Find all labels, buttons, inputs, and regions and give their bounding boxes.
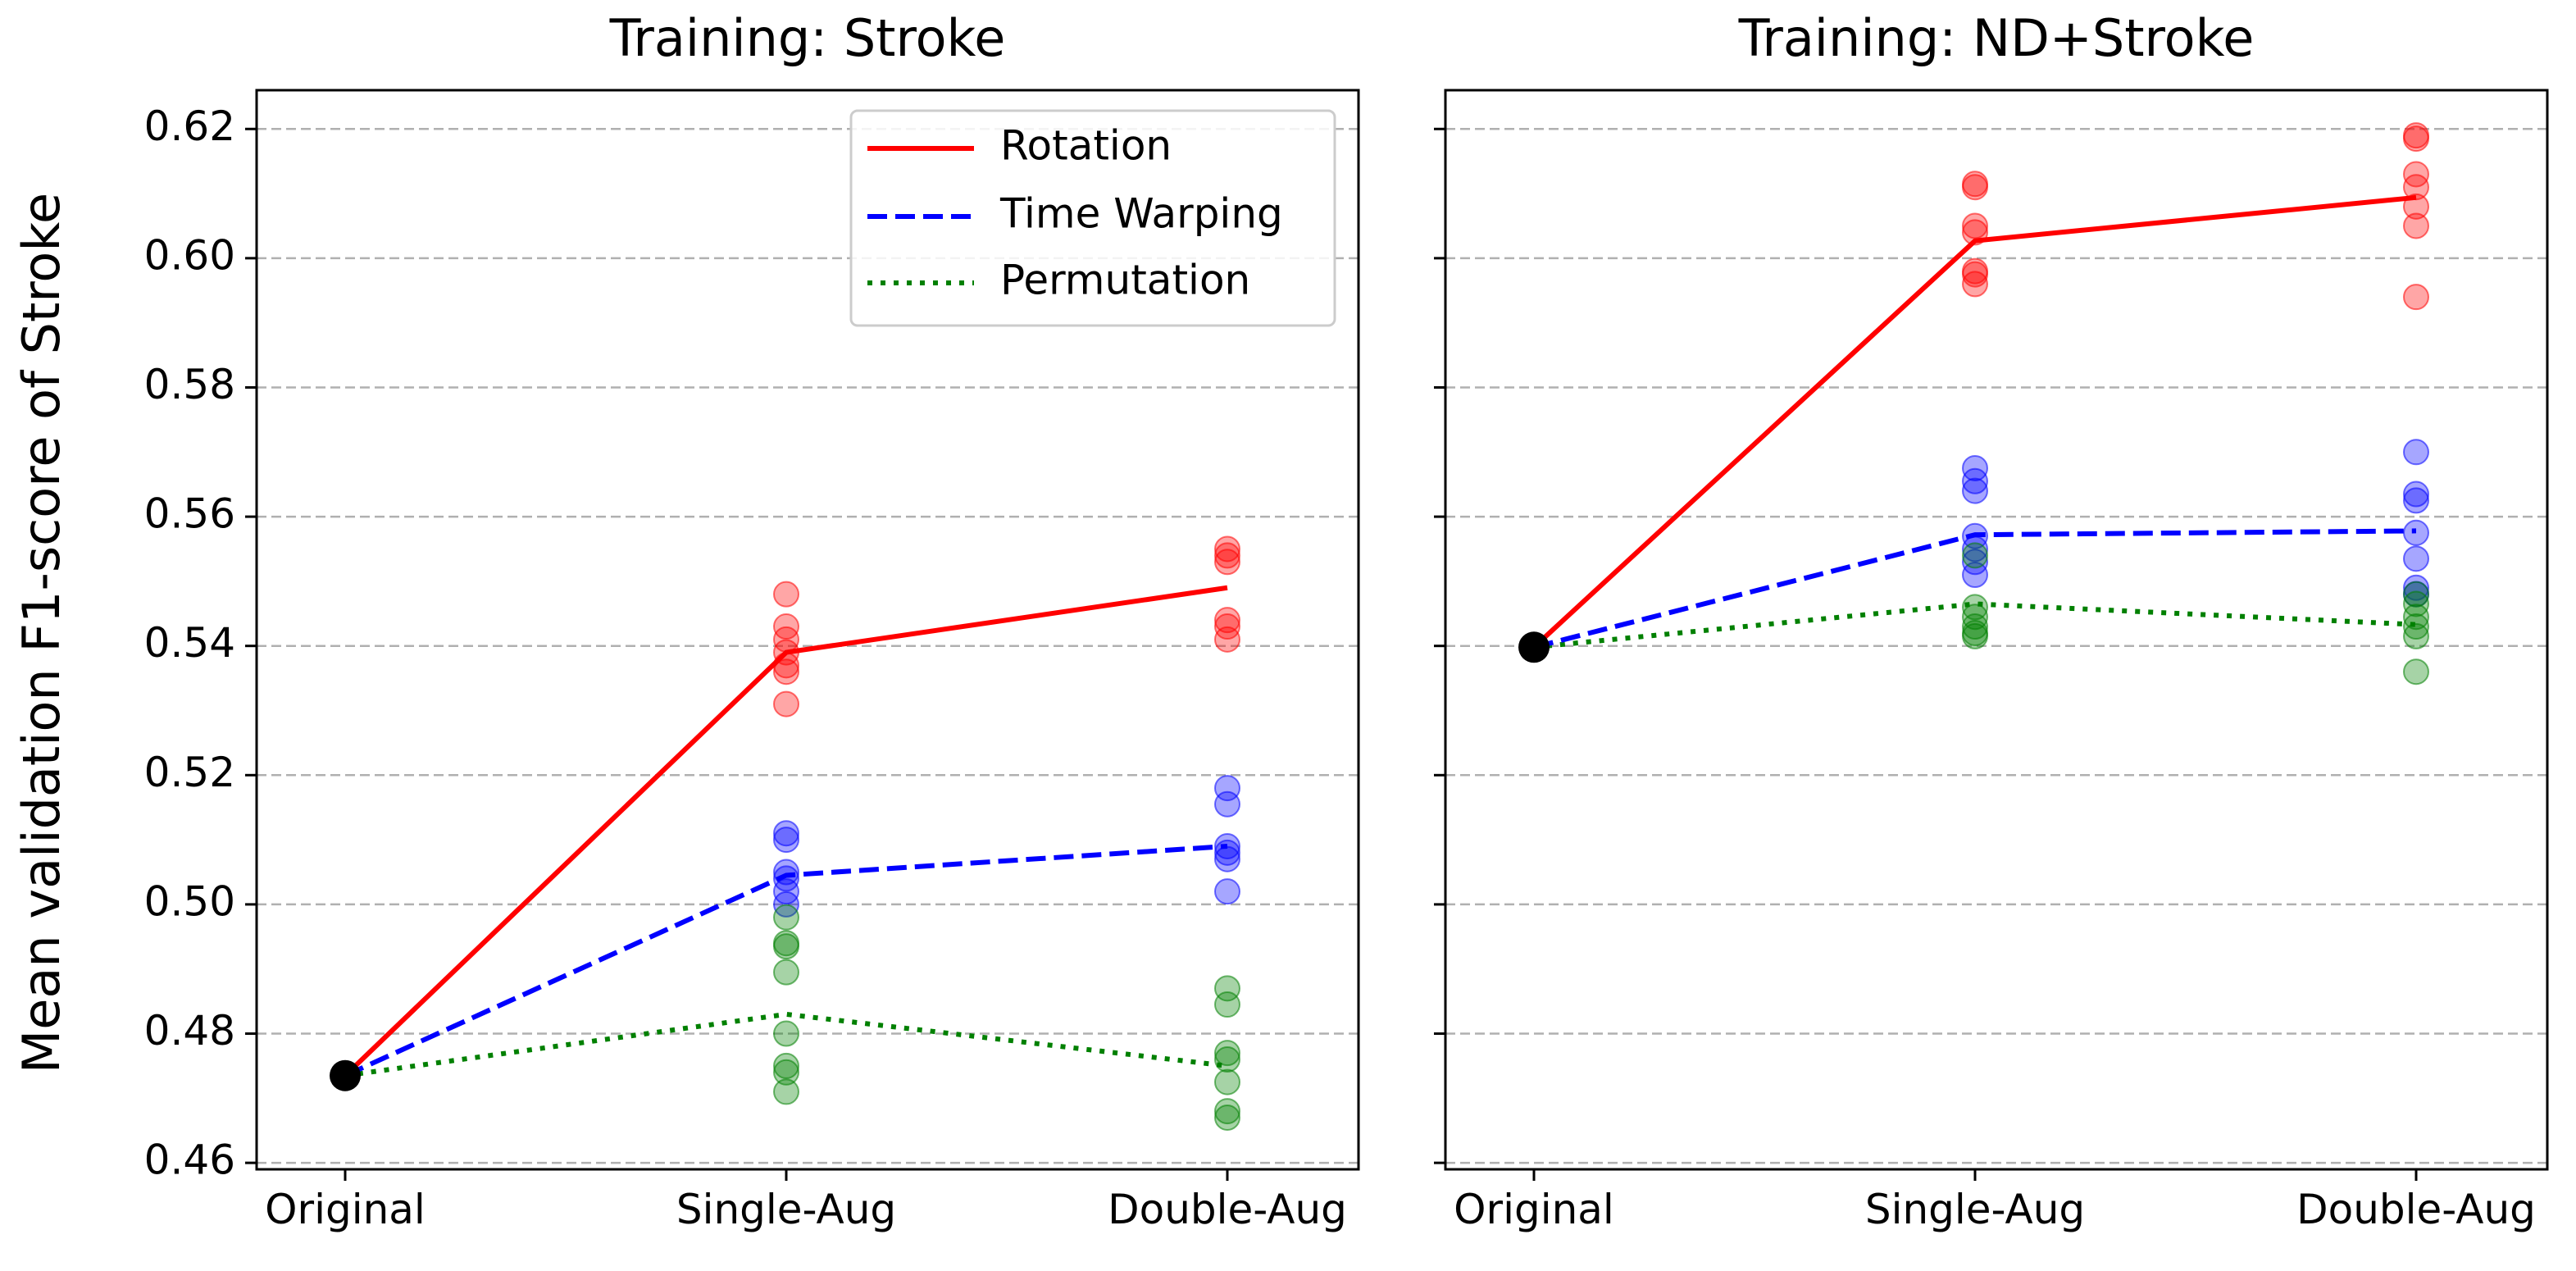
training-nd-stroke-permutation-line: [1533, 601, 2417, 650]
training-stroke-time-warping-point: [1214, 845, 1240, 872]
training-nd-stroke-rotation-point: [1962, 212, 1988, 239]
panel-nd-stroke-frame: [1444, 89, 2549, 1171]
training-nd-stroke-rotation-point: [1962, 261, 1988, 288]
training-nd-stroke-time-warping-point: [2403, 545, 2429, 572]
training-stroke-x-tick-label: Double-Aug: [1108, 1186, 1347, 1233]
panel-stroke-frame: [255, 89, 1360, 1171]
training-nd-stroke-x-tick-label: Original: [1454, 1186, 1614, 1233]
training-nd-stroke-time-warping-point: [2403, 487, 2429, 514]
training-nd-stroke-permutation-point: [2403, 613, 2429, 640]
training-nd-stroke-permutation-point: [1962, 613, 1988, 640]
training-stroke-time-warping-point: [773, 827, 799, 854]
training-nd-stroke-rotation-point: [1962, 271, 1988, 298]
training-nd-stroke-permutation-point: [2403, 658, 2429, 686]
training-stroke-permutation-point: [773, 959, 799, 986]
panel-stroke-title: Training: Stroke: [609, 8, 1006, 68]
training-stroke-permutation-point: [773, 933, 799, 960]
training-stroke-permutation-point: [1214, 1068, 1240, 1096]
panel-stroke-axes: 0.46 0.48 0.50 0.52 0.54 0.56 0.58 0.60 0.62 Orig…: [144, 102, 1347, 1233]
training-nd-stroke-rotation-point: [2403, 212, 2429, 239]
training-nd-stroke-rotation-line: [1531, 194, 2417, 649]
training-stroke-time-warping-point: [773, 820, 799, 847]
legend: Rotation Time Warping Permutation: [849, 109, 1336, 327]
training-stroke-time-warping-line: [344, 843, 1228, 1078]
training-nd-stroke-original-point: [1518, 631, 1550, 663]
legend-box: [849, 109, 1336, 327]
y-tick-label: 0.54: [144, 619, 235, 667]
training-nd-stroke-permutation-point: [2403, 604, 2429, 631]
training-stroke-permutation-line: [344, 1011, 1228, 1078]
training-stroke-original-point: [330, 1059, 361, 1091]
legend-time-warping-label: Time Warping: [999, 190, 1283, 238]
training-stroke-x-tick-label: Original: [265, 1186, 426, 1233]
training-stroke-x-tick-label: Single-Aug: [676, 1186, 896, 1233]
training-nd-stroke-x-tick-label: Single-Aug: [1865, 1186, 2085, 1233]
training-stroke-rotation-point: [773, 581, 799, 608]
training-stroke-permutation-point: [773, 1052, 799, 1079]
training-stroke-time-warping-point: [1214, 878, 1240, 905]
training-stroke-rotation-point: [1214, 626, 1240, 653]
training-stroke-rotation-point: [773, 690, 799, 718]
training-stroke-rotation-point: [1214, 542, 1240, 569]
training-stroke-permutation-point: [1214, 1040, 1240, 1067]
training-nd-stroke-time-warping-point: [2403, 439, 2429, 466]
training-nd-stroke-rotation-point: [2403, 284, 2429, 311]
y-tick-label: 0.60: [144, 231, 235, 279]
training-stroke-time-warping-point: [1214, 790, 1240, 818]
y-tick-label: 0.52: [144, 749, 235, 796]
training-nd-stroke-time-warping-line: [1533, 528, 2417, 650]
training-stroke-rotation-point: [1214, 607, 1240, 634]
training-nd-stroke-x-tick-label: Double-Aug: [2296, 1186, 2536, 1233]
training-stroke-permutation-point: [1214, 1104, 1240, 1131]
training-nd-stroke-permutation-point: [1962, 542, 1988, 569]
training-stroke-permutation-point: [773, 1020, 799, 1047]
training-nd-stroke-rotation-point: [2403, 125, 2429, 153]
training-nd-stroke-time-warping-point: [1962, 467, 1988, 494]
training-nd-stroke-rotation-point: [1962, 174, 1988, 201]
training-nd-stroke-time-warping-point: [2403, 481, 2429, 508]
panel-nd-stroke-title: Training: ND+Stroke: [1738, 8, 2255, 68]
training-nd-stroke-time-warping-point: [1962, 477, 1988, 504]
training-nd-stroke-permutation-point: [2403, 581, 2429, 608]
y-axis-label: Mean validation F1-score of Stroke: [11, 193, 71, 1073]
panel-stroke-series: [330, 535, 1240, 1131]
training-nd-stroke-permutation-point: [1962, 594, 1988, 621]
training-stroke-permutation-point: [773, 1059, 799, 1086]
y-tick-label: 0.46: [144, 1137, 235, 1184]
training-stroke-rotation-line: [343, 585, 1228, 1077]
training-stroke-rotation-point: [773, 658, 799, 686]
training-stroke-permutation-point: [1214, 991, 1240, 1018]
legend-permutation-label: Permutation: [1000, 257, 1250, 304]
training-stroke-permutation-point: [773, 904, 799, 931]
training-stroke-permutation-point: [1214, 1046, 1240, 1073]
panel-nd-stroke-gridlines: [1445, 128, 2547, 1164]
training-stroke-permutation-point: [1214, 1098, 1240, 1125]
y-tick-label: 0.62: [144, 102, 235, 150]
y-tick-label: 0.58: [144, 361, 235, 408]
training-nd-stroke-permutation-point: [1962, 622, 1988, 649]
training-nd-stroke-permutation-point: [2403, 622, 2429, 649]
y-tick-label: 0.50: [144, 877, 235, 925]
panel-nd-stroke-series: [1518, 122, 2429, 686]
panel-nd-stroke-axes: Original Single-Aug Double-Aug: [1434, 127, 2536, 1233]
y-tick-label: 0.48: [144, 1007, 235, 1055]
panel-nd-stroke: Original Single-Aug Double-Aug Training: N…: [1434, 8, 2549, 1233]
training-stroke-permutation-point: [773, 1078, 799, 1105]
legend-rotation-label: Rotation: [1000, 122, 1172, 170]
y-tick-label: 0.56: [144, 490, 235, 538]
training-nd-stroke-time-warping-point: [1962, 562, 1988, 589]
panel-nd-stroke-plot-area: [1445, 90, 2547, 1169]
training-stroke-rotation-point: [1214, 549, 1240, 576]
